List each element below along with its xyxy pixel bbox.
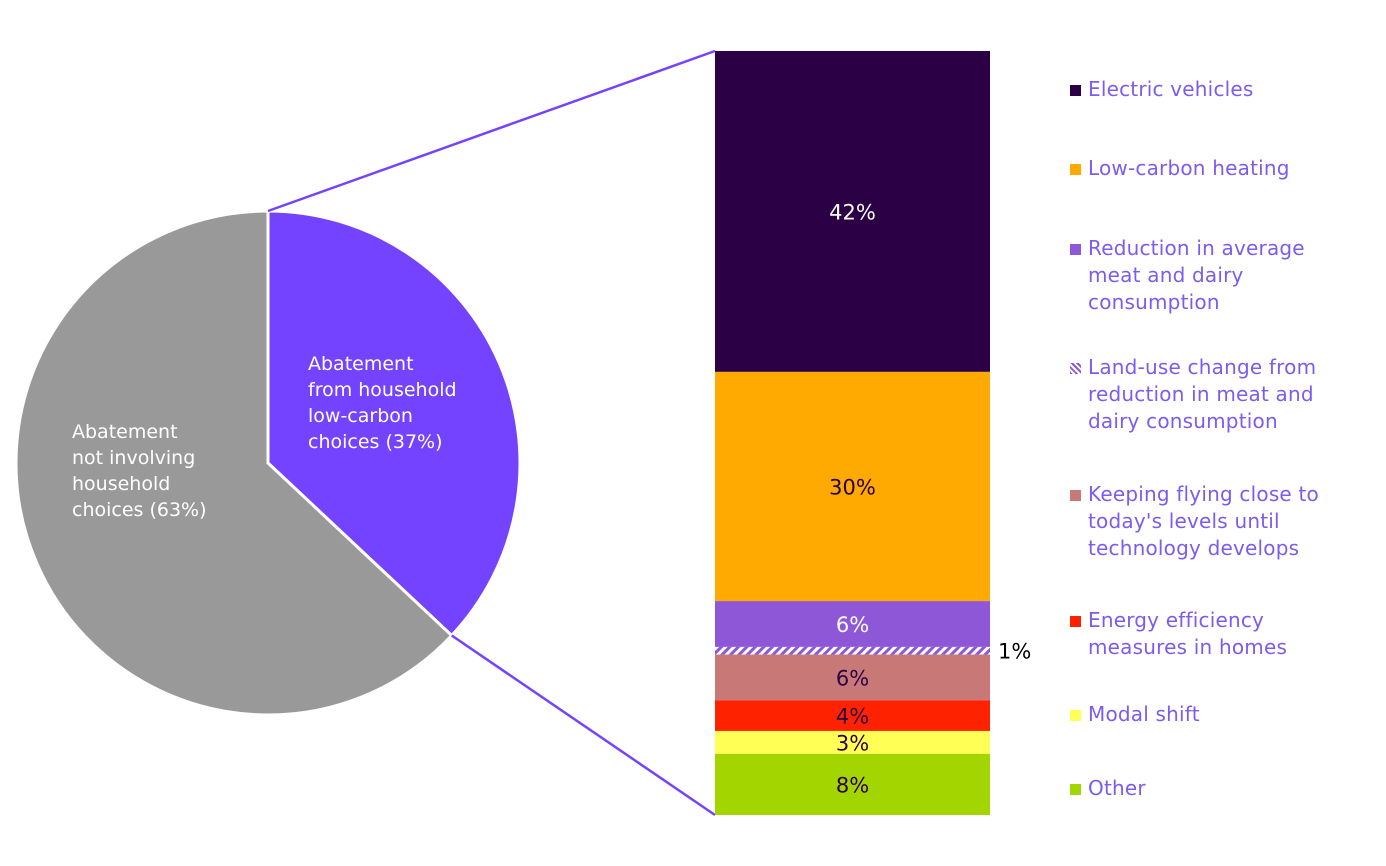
bar-segment-label: 3% (836, 731, 869, 755)
pie-chart: Abatement from household low-carbon choices… (14, 209, 522, 717)
bar-segment-label: 4% (836, 705, 869, 729)
bar-segment-label: 6% (836, 613, 869, 637)
connector-line-bottom (450, 634, 716, 817)
bar-segment-land-use-change-from-reduction-in-meat-a (715, 646, 990, 655)
legend-label: Reduction in average meat and dairy cons… (1088, 236, 1305, 314)
legend-label: Modal shift (1088, 702, 1200, 726)
legend-label: Other (1088, 776, 1146, 800)
pie-slice-non-household (14, 209, 454, 717)
bar-segment-label: 30% (829, 475, 876, 499)
bar-segment-label: 8% (836, 773, 869, 797)
stacked-bar-chart: 42% 30% 6% 1% 6% 4%3% 8% (715, 51, 1031, 815)
bar-segment-other (715, 753, 990, 815)
legend-item-land-use-change: Land-use change from reduction in meat a… (1070, 354, 1368, 435)
legend-swatch (1070, 244, 1081, 255)
bar-segment-reduction-in-average-meat-and-dairy-cons (715, 601, 990, 647)
legend-swatch (1070, 616, 1081, 627)
legend-label: Keeping flying close to today's levels u… (1088, 482, 1319, 560)
bar-segment-modal-shift (715, 730, 990, 754)
legend-swatch (1070, 85, 1081, 96)
bar-segment-electric-vehicles (715, 51, 990, 372)
pie-slice-label: Abatement from household low-carbon choices… (308, 353, 457, 453)
legend-item-modal-shift: Modal shift (1070, 701, 1200, 728)
bar-segment-label: 6% (836, 666, 869, 690)
bar-segment-keeping-flying-close-to-today-s-levels-u (715, 654, 990, 701)
legend-item-other: Other (1070, 775, 1146, 802)
legend-label: Low-carbon heating (1088, 156, 1290, 180)
bar-segment-low-carbon-heating (715, 371, 990, 602)
bar-segment-label: 42% (829, 200, 876, 224)
legend-label: Energy efficiency measures in homes (1088, 608, 1288, 659)
connector-line-top (267, 49, 716, 213)
legend-item-meat-dairy-reduction: Reduction in average meat and dairy cons… (1070, 235, 1348, 316)
legend-swatch (1070, 164, 1081, 175)
pie-slice-label: Abatement not involving household choices (… (72, 421, 207, 521)
legend-swatch (1070, 710, 1081, 721)
legend-swatch (1070, 784, 1081, 795)
legend-swatch (1070, 363, 1081, 374)
legend-item-energy-efficiency: Energy efficiency measures in homes (1070, 607, 1318, 661)
connector-lines (267, 49, 716, 817)
legend-swatch (1070, 490, 1081, 501)
bar-segment-energy-efficiency-measures-in-homes (715, 700, 990, 731)
legend-item-flying: Keeping flying close to today's levels u… (1070, 481, 1350, 562)
bar-segment-label: 1% (998, 640, 1031, 664)
legend-item-electric-vehicles: Electric vehicles (1070, 76, 1254, 103)
pie-slice-household-choices (266, 209, 522, 638)
legend-label: Electric vehicles (1088, 77, 1254, 101)
legend-label: Land-use change from reduction in meat a… (1088, 355, 1317, 433)
legend-item-low-carbon-heating: Low-carbon heating (1070, 155, 1290, 182)
